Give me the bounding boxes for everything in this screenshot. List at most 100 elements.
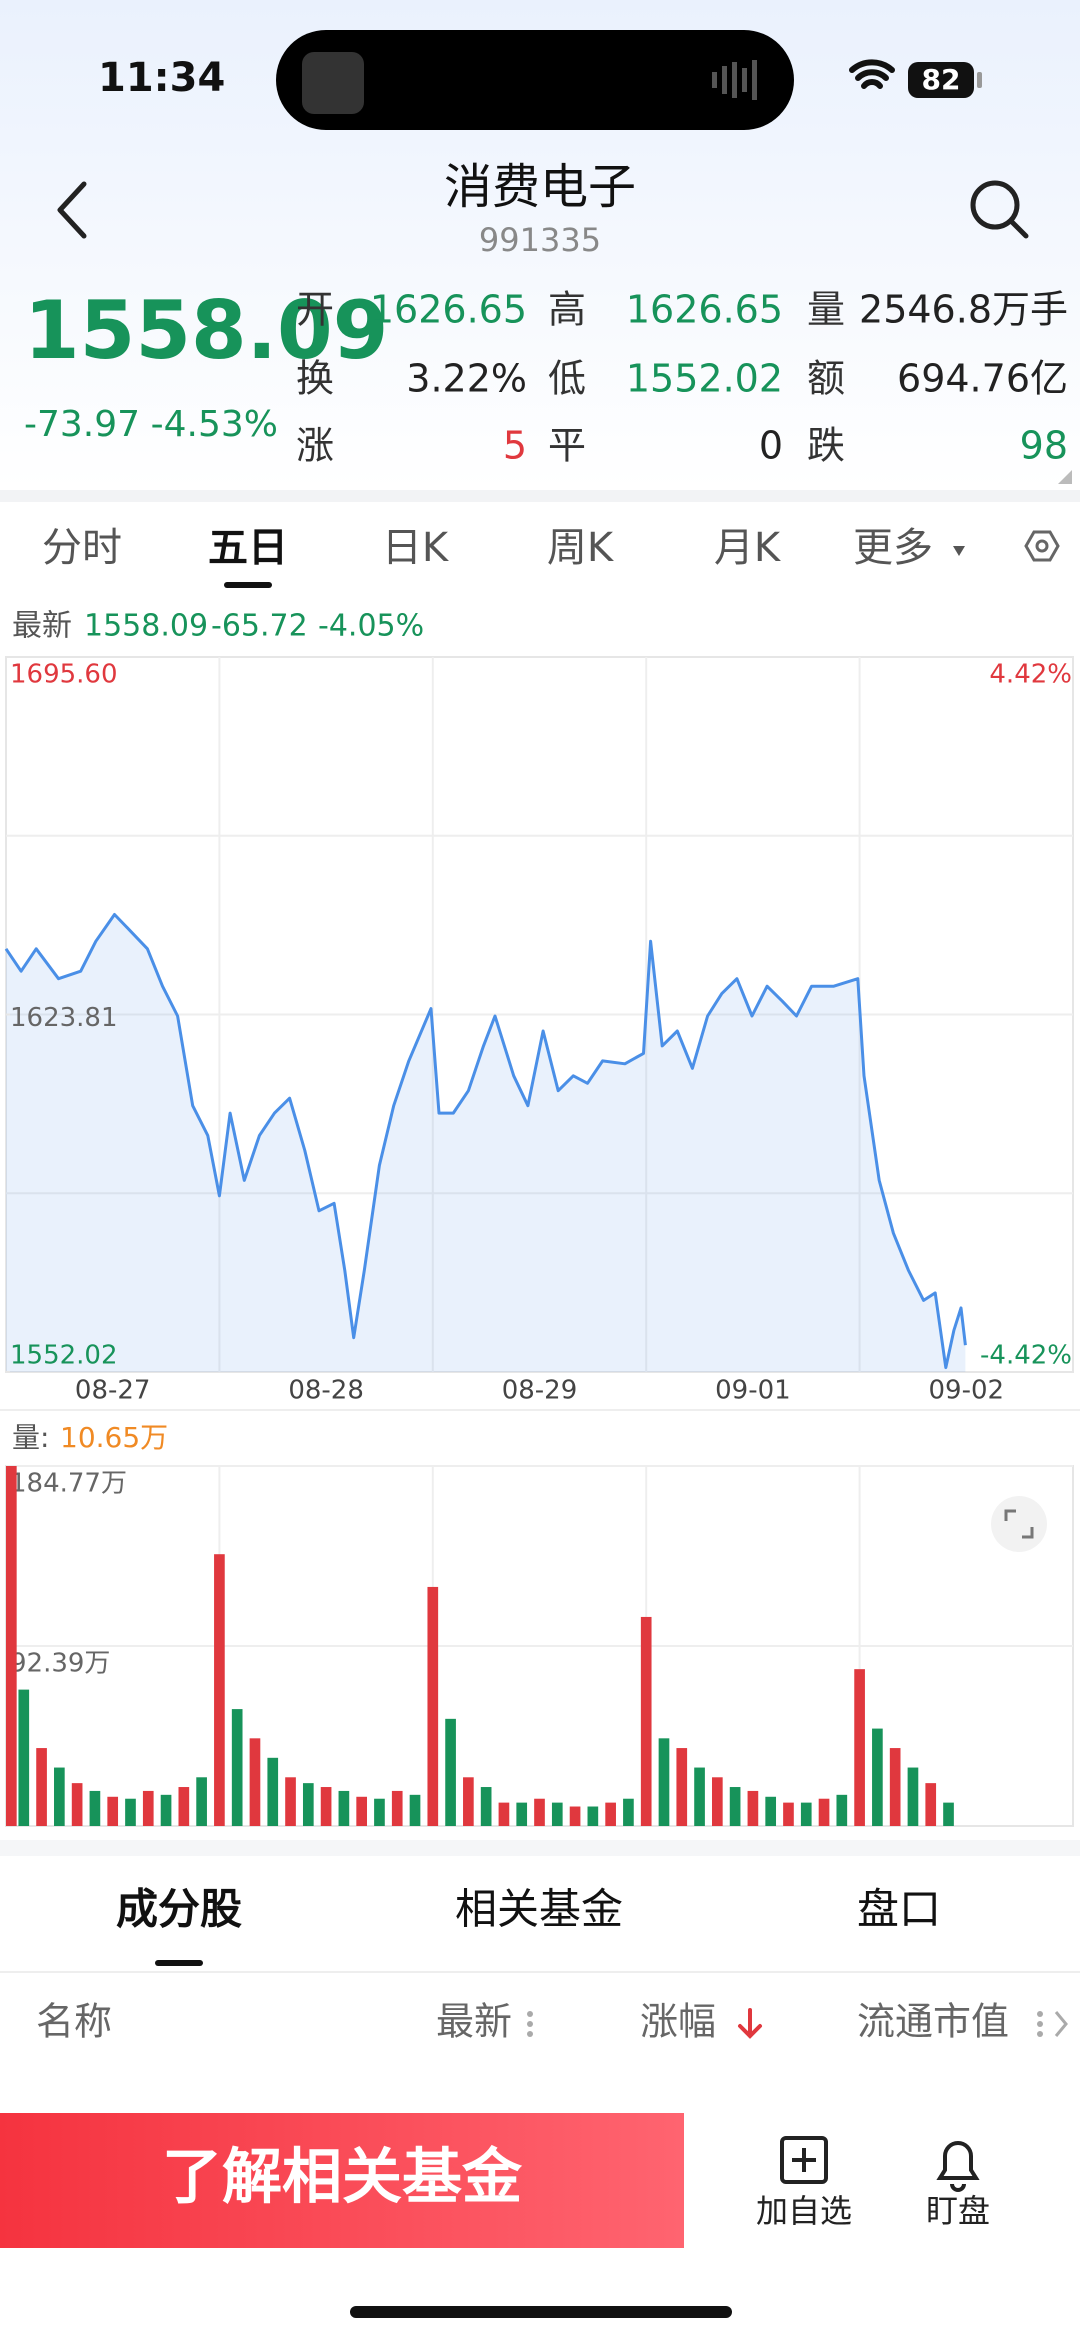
volume-bar xyxy=(783,1802,794,1826)
battery-icon xyxy=(908,62,974,98)
field-value: 0 xyxy=(759,424,783,468)
volume-bar xyxy=(569,1806,581,1826)
volume-bar xyxy=(231,1709,243,1826)
fund-button[interactable] xyxy=(0,2113,684,2248)
volume-bar xyxy=(925,1783,937,1826)
fund-button-label: 了解相关基金 xyxy=(162,2143,523,2213)
period-tab[interactable]: 周K xyxy=(547,525,615,571)
volume-bar xyxy=(534,1798,545,1826)
field-value: 2546.8万手 xyxy=(859,288,1068,332)
x-tick-label: 09-01 xyxy=(715,1376,791,1406)
sort-dots xyxy=(527,2011,1043,2037)
volume-bar xyxy=(907,1767,919,1826)
fullscreen-icon xyxy=(1004,1509,1034,1539)
last-price: 1558.09 xyxy=(24,284,388,377)
price-area xyxy=(6,914,966,1372)
column-header[interactable]: 最新 xyxy=(436,2000,512,2044)
scroll-right[interactable] xyxy=(1054,2011,1068,2037)
field-label: 涨 xyxy=(296,424,334,468)
active-tab-underline xyxy=(224,582,272,588)
volume-bar xyxy=(391,1790,403,1826)
sort-desc-arrow xyxy=(738,2008,762,2039)
volume-bar xyxy=(445,1718,456,1826)
volume-bar xyxy=(6,1466,17,1826)
volume-bar xyxy=(765,1796,777,1826)
divider xyxy=(0,1840,1080,1856)
page-title: 消费电子 xyxy=(444,159,636,215)
field-value: 1626.65 xyxy=(626,288,783,332)
volume-bar xyxy=(374,1798,385,1826)
island-audio xyxy=(712,60,757,100)
field-label: 额 xyxy=(807,357,845,401)
volume-bar xyxy=(285,1777,296,1826)
back-button[interactable] xyxy=(57,181,87,239)
active-tab-underline xyxy=(155,1960,203,1966)
volume-bar xyxy=(356,1796,368,1826)
settings-dot xyxy=(1035,539,1049,553)
field-label: 高 xyxy=(548,288,586,332)
column-header[interactable]: 涨幅 xyxy=(640,2000,716,2044)
list-tab[interactable]: 盘口 xyxy=(857,1885,941,1934)
divider xyxy=(0,490,1080,502)
action-label: 盯盘 xyxy=(926,2192,990,2230)
field-label: 开 xyxy=(296,288,334,332)
x-tick-label: 08-28 xyxy=(288,1376,364,1406)
watchlist-button[interactable] xyxy=(780,2136,828,2184)
volume-bar xyxy=(605,1802,616,1826)
period-tab[interactable]: 五日 xyxy=(208,525,288,571)
volume-bar xyxy=(747,1790,759,1826)
search-button[interactable] xyxy=(970,180,1029,239)
volume-bar xyxy=(409,1794,421,1826)
settings-button[interactable] xyxy=(1024,530,1060,562)
list-columns: 名称 最新 涨幅 流通市值 xyxy=(36,2000,1009,2044)
volume-bar xyxy=(463,1777,474,1826)
column-header[interactable]: 名称 xyxy=(36,2000,112,2044)
period-tab[interactable]: 分时 xyxy=(42,525,122,571)
field-label: 跌 xyxy=(807,424,845,468)
volume-bar xyxy=(818,1798,830,1826)
volume-bar xyxy=(196,1777,207,1826)
volume-bar xyxy=(107,1796,119,1826)
index-code: 991335 xyxy=(479,221,601,259)
list-tab[interactable]: 成分股 xyxy=(116,1885,242,1934)
volume-bar xyxy=(943,1802,954,1826)
volume-bar xyxy=(551,1802,563,1826)
price-change: -73.97 xyxy=(24,404,140,445)
battery-cap xyxy=(977,72,982,88)
volume-bar xyxy=(89,1790,101,1826)
period-tab[interactable]: 日K xyxy=(382,525,450,571)
y-tick-label: 184.77万 xyxy=(10,1469,127,1499)
period-tab[interactable]: 更多 xyxy=(853,525,933,571)
period-tab[interactable]: 月K xyxy=(714,525,782,571)
y2-tick-label: 4.42% xyxy=(989,660,1072,690)
volume-bar xyxy=(872,1728,883,1826)
list-tab[interactable]: 相关基金 xyxy=(455,1885,623,1934)
volume-bar xyxy=(427,1586,439,1826)
price-chart: 最新 1558.09 -65.72 -4.05% 08-27 08-28 08-29 09-0… xyxy=(4,609,1074,1406)
x-tick-label: 08-27 xyxy=(75,1376,151,1406)
y-tick-label: 1695.60 xyxy=(10,660,118,690)
volume-bar xyxy=(36,1748,47,1826)
watch-button[interactable] xyxy=(936,2141,980,2192)
more-caret xyxy=(953,546,965,556)
volume-bar xyxy=(587,1806,599,1826)
field-value: 5 xyxy=(503,424,527,468)
column-header[interactable]: 流通市值 xyxy=(857,2000,1009,2044)
volume-bar xyxy=(71,1783,83,1826)
action-label: 加自选 xyxy=(756,2192,852,2230)
x-tick-label: 09-02 xyxy=(929,1376,1005,1406)
volume-bar xyxy=(640,1616,652,1826)
field-label: 低 xyxy=(548,357,586,401)
volume-bar xyxy=(338,1790,350,1826)
volume-bar xyxy=(711,1777,723,1826)
volume-bar xyxy=(623,1798,634,1826)
latest-price: 1558.09 xyxy=(84,609,208,644)
expand-corner[interactable] xyxy=(1058,470,1072,484)
volume-bar xyxy=(676,1748,688,1826)
volume-label: 量: xyxy=(12,1421,49,1454)
dynamic-island xyxy=(276,30,794,130)
volume-bar xyxy=(800,1802,812,1826)
fullscreen-button[interactable] xyxy=(991,1496,1047,1552)
